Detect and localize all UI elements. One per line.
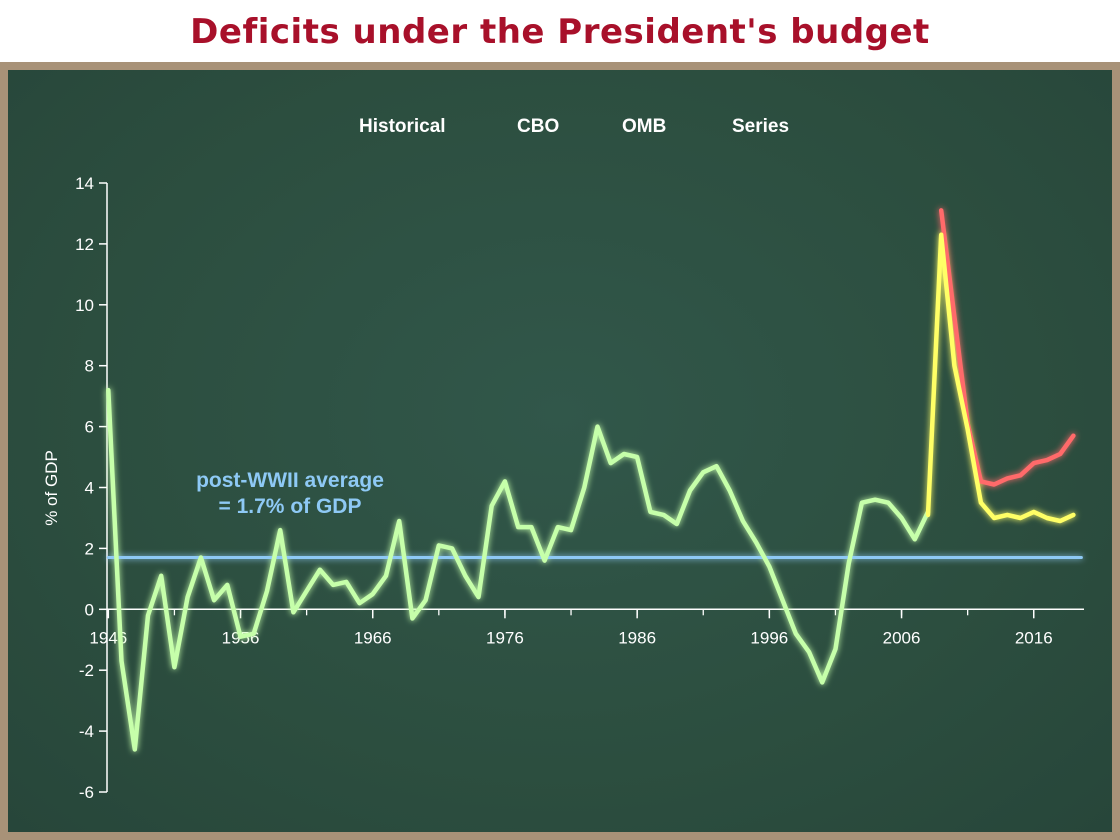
legend-label-omb: OMB <box>622 116 666 137</box>
y-tick-label: -2 <box>79 661 94 680</box>
series-line-cbo <box>938 208 1076 487</box>
x-tick-label: 2006 <box>883 628 921 647</box>
y-tick-label: 10 <box>75 296 94 315</box>
x-tick-label: 1986 <box>618 628 656 647</box>
series-line-historical <box>106 387 931 752</box>
legend-label-historical: Historical <box>359 116 446 137</box>
legend-label-series: Series <box>732 116 789 137</box>
y-tick-label: 8 <box>85 357 94 376</box>
x-tick-label: 1946 <box>89 628 127 647</box>
x-tick-label: 2016 <box>1015 628 1053 647</box>
series-line-omb <box>925 232 1076 524</box>
y-tick-label: 12 <box>75 235 94 254</box>
chalkboard-frame <box>0 62 1120 840</box>
y-tick-label: 2 <box>85 539 94 558</box>
y-tick-label: 6 <box>85 418 94 437</box>
x-tick-label: 1996 <box>750 628 788 647</box>
x-tick-label: 1966 <box>354 628 392 647</box>
chalkboard <box>8 70 1112 832</box>
y-tick-label: 14 <box>75 174 94 193</box>
legend-label-cbo: CBO <box>517 116 559 137</box>
y-axis-label: % of GDP <box>42 450 61 526</box>
y-tick-label: -4 <box>79 722 94 741</box>
chart-title: Deficits under the President's budget <box>190 12 930 52</box>
y-tick-label: 0 <box>85 600 94 619</box>
average-annotation-line2: = 1.7% of GDP <box>219 495 362 518</box>
average-annotation-line1: post-WWII average <box>196 469 384 492</box>
x-tick-label: 1976 <box>486 628 524 647</box>
y-tick-label: -6 <box>79 783 94 802</box>
series-lines <box>106 208 1083 752</box>
legend: Historical CBO OMB Series <box>319 116 789 137</box>
y-tick-label: 4 <box>85 479 94 498</box>
